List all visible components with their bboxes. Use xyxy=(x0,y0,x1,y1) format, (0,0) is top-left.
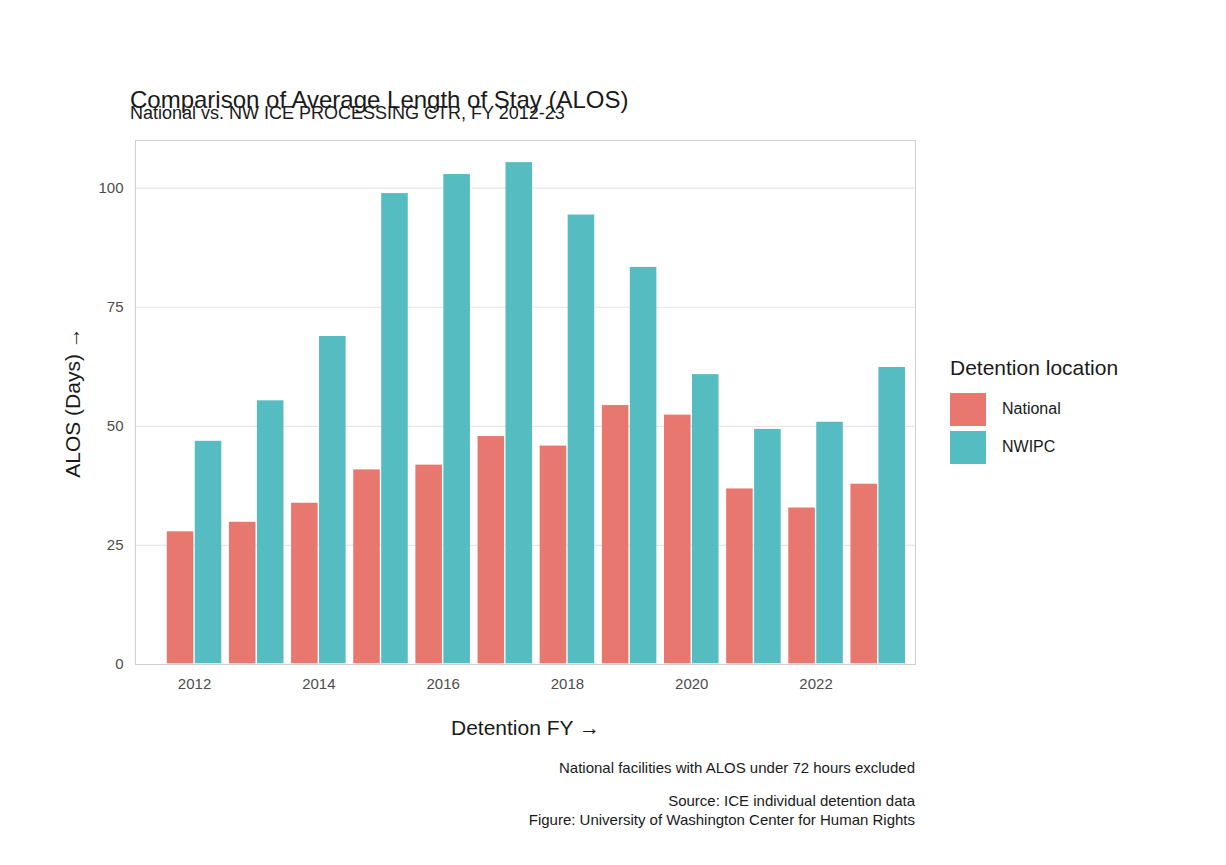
html-text:National facilities with ALOS: National facilities with ALOS under 72 h… xyxy=(559,759,915,776)
svg-text:0: 0 xyxy=(115,655,123,672)
html-text:Detention location: Detention location xyxy=(950,356,1119,379)
svg-text:75: 75 xyxy=(107,298,124,315)
html-text:National: National xyxy=(1002,400,1061,417)
html-text:National vs. NW ICE PROCESSING: National vs. NW ICE PROCESSING CTR, FY 2… xyxy=(130,103,565,123)
svg-text:25: 25 xyxy=(107,536,124,553)
svg-text:50: 50 xyxy=(107,417,124,434)
html-text:Comparison of Average Length o: Comparison of Average Length of Stay (AL… xyxy=(130,86,629,113)
svg-text:2022: 2022 xyxy=(799,675,832,692)
html-text:NWIPC: NWIPC xyxy=(1002,438,1056,455)
html-text:Source: ICE individual detenti: Source: ICE individual detention data xyxy=(668,792,915,809)
svg-text:2012: 2012 xyxy=(178,675,211,692)
svg-text:ALOS (Days) →: ALOS (Days) → xyxy=(61,327,84,478)
svg-text:Detention FY →: Detention FY → xyxy=(451,716,600,739)
svg-text:2018: 2018 xyxy=(551,675,584,692)
svg-text:100: 100 xyxy=(98,179,123,196)
svg-text:2014: 2014 xyxy=(302,675,335,692)
svg-text:2020: 2020 xyxy=(675,675,708,692)
html-text:Figure: University of Washingt: Figure: University of Washington Center … xyxy=(528,811,915,828)
svg-text:2016: 2016 xyxy=(426,675,459,692)
